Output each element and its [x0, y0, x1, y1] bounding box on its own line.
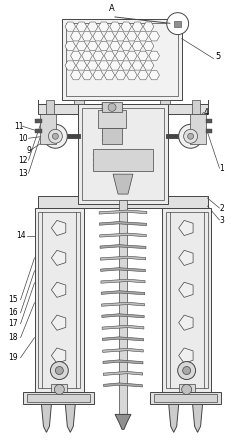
Circle shape: [50, 361, 68, 380]
Circle shape: [179, 124, 202, 148]
Bar: [74, 101, 84, 105]
Text: 10: 10: [19, 134, 28, 143]
Polygon shape: [103, 371, 143, 375]
Circle shape: [178, 361, 196, 380]
Text: 3: 3: [219, 215, 224, 225]
Polygon shape: [102, 302, 144, 306]
Polygon shape: [102, 314, 144, 318]
Bar: [38, 212, 80, 389]
Bar: [190, 114, 205, 144]
Text: 9: 9: [27, 146, 31, 155]
Bar: [23, 392, 94, 404]
Bar: [174, 21, 181, 27]
Polygon shape: [169, 404, 179, 432]
Text: 2: 2: [219, 203, 224, 213]
Text: 12: 12: [19, 155, 28, 165]
Text: 5: 5: [215, 52, 221, 61]
Bar: [35, 129, 43, 133]
Polygon shape: [115, 414, 131, 429]
Bar: [162, 208, 212, 392]
Polygon shape: [65, 404, 75, 432]
Polygon shape: [42, 404, 51, 432]
Bar: [62, 19, 182, 101]
Text: 4: 4: [203, 108, 208, 117]
Bar: [35, 119, 43, 123]
Polygon shape: [99, 222, 147, 225]
Polygon shape: [100, 233, 146, 237]
Polygon shape: [101, 291, 145, 295]
Polygon shape: [100, 256, 146, 260]
Text: 13: 13: [19, 169, 28, 178]
Bar: [38, 196, 208, 208]
Circle shape: [48, 129, 62, 143]
Bar: [82, 109, 164, 200]
Text: 14: 14: [16, 231, 26, 241]
Circle shape: [167, 13, 189, 35]
Bar: [192, 101, 200, 114]
Text: 16: 16: [9, 308, 18, 317]
Circle shape: [55, 366, 63, 374]
Bar: [150, 392, 221, 404]
Circle shape: [183, 366, 191, 374]
Bar: [93, 149, 153, 171]
Polygon shape: [99, 210, 147, 214]
Bar: [46, 101, 54, 114]
Text: A: A: [109, 4, 115, 13]
Polygon shape: [102, 325, 144, 329]
Circle shape: [54, 385, 64, 394]
Polygon shape: [193, 404, 202, 432]
Text: 1: 1: [219, 163, 224, 173]
Bar: [102, 102, 122, 113]
Bar: [205, 129, 213, 133]
Bar: [205, 119, 213, 123]
Bar: [119, 200, 127, 414]
Text: 15: 15: [9, 295, 18, 304]
Circle shape: [52, 133, 58, 139]
Text: 11: 11: [15, 122, 24, 131]
Polygon shape: [103, 348, 143, 352]
Bar: [102, 128, 122, 144]
Circle shape: [44, 124, 67, 148]
Bar: [160, 101, 170, 105]
Polygon shape: [104, 383, 142, 387]
Polygon shape: [101, 279, 145, 283]
Circle shape: [188, 133, 194, 139]
Circle shape: [108, 103, 116, 111]
Bar: [98, 110, 126, 128]
Polygon shape: [103, 360, 143, 364]
Circle shape: [182, 385, 192, 394]
Polygon shape: [101, 268, 145, 272]
Text: 17: 17: [9, 319, 18, 328]
Circle shape: [184, 129, 198, 143]
Polygon shape: [102, 337, 144, 341]
Bar: [154, 394, 217, 402]
Text: 18: 18: [9, 333, 18, 342]
Bar: [34, 208, 84, 392]
Bar: [38, 105, 208, 114]
Text: 19: 19: [9, 353, 18, 362]
Bar: [166, 212, 208, 389]
Bar: [179, 385, 195, 394]
Bar: [66, 23, 178, 97]
Polygon shape: [113, 174, 133, 194]
Polygon shape: [100, 245, 146, 249]
Bar: [27, 394, 90, 402]
Bar: [51, 385, 67, 394]
Bar: [78, 105, 168, 204]
Bar: [41, 114, 56, 144]
